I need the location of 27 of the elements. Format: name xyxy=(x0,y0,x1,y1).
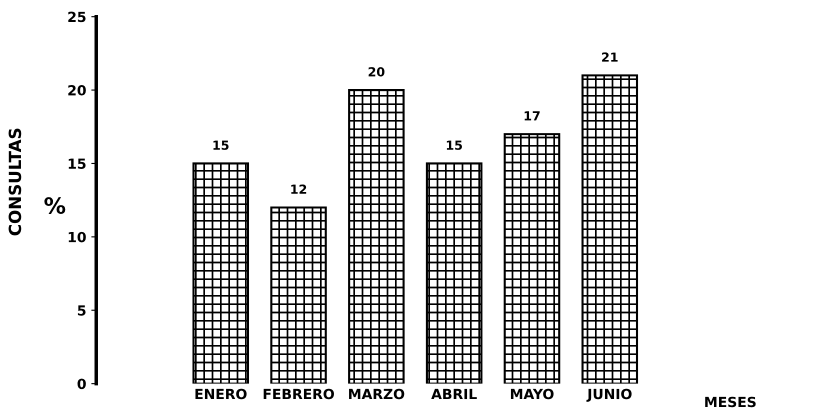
data-label: 15 xyxy=(213,140,229,150)
data-label: 21 xyxy=(602,52,618,62)
y-tick-label: 15 xyxy=(68,158,86,169)
bar xyxy=(426,162,482,384)
y-tick-label: 5 xyxy=(78,305,86,316)
y-tick-label: 10 xyxy=(68,232,86,242)
bar xyxy=(504,133,560,384)
y-tick-label: 25 xyxy=(68,12,86,22)
y-axis-title: CONSULTAS xyxy=(8,128,22,236)
y-tick-label: 20 xyxy=(68,85,86,96)
bar xyxy=(581,74,638,384)
bar xyxy=(270,206,327,384)
x-tick-label: ABRIL xyxy=(431,388,477,400)
x-tick-label: ENERO xyxy=(195,388,247,400)
x-tick-label: JUNIO xyxy=(586,388,632,402)
data-label: 15 xyxy=(446,140,462,150)
x-tick-label: FEBRERO xyxy=(264,388,334,400)
x-axis-title: MESES xyxy=(705,396,756,408)
y-tick-label: 0 xyxy=(78,378,86,390)
text: % xyxy=(44,197,66,214)
x-tick-label: MAYO xyxy=(510,388,554,400)
data-label: 12 xyxy=(291,184,306,194)
bar xyxy=(192,162,250,384)
bar xyxy=(348,89,405,384)
data-label: 20 xyxy=(368,67,384,77)
x-tick-label: MARZO xyxy=(349,388,404,400)
data-label: 17 xyxy=(524,111,540,120)
